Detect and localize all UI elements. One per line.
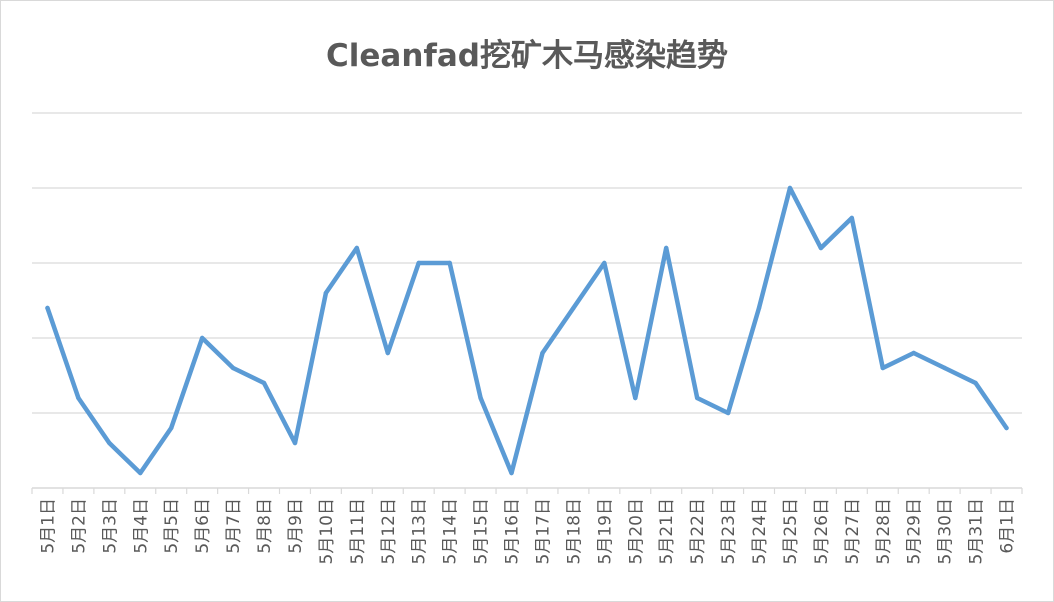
x-tick-label: 5月16日 xyxy=(503,498,523,564)
x-tick-label: 5月22日 xyxy=(688,498,708,564)
x-tick-label: 5月25日 xyxy=(781,498,801,564)
data-point xyxy=(354,245,360,251)
data-point xyxy=(756,305,762,311)
data-point xyxy=(169,425,174,431)
x-axis-labels: 5月1日 5月2日 5月3日 5月4日 5月5日 5月6日 5月7日 5月8日 5月9日 5月10… xyxy=(38,498,1017,564)
data-point xyxy=(199,335,205,341)
x-tick-label: 5月29日 xyxy=(905,498,925,564)
series-line-0 xyxy=(45,185,1009,476)
data-point xyxy=(1004,425,1009,431)
data-point xyxy=(138,470,143,476)
data-point xyxy=(973,380,978,386)
x-tick-label: 5月30日 xyxy=(936,498,956,564)
x-tick-label: 5月14日 xyxy=(441,498,461,564)
data-point xyxy=(725,410,731,416)
chart-title: Cleanfad挖矿木马感染趋势 xyxy=(326,38,728,74)
x-tick-label: 6月1日 xyxy=(998,498,1018,554)
data-point xyxy=(942,365,947,371)
x-tick-label: 5月15日 xyxy=(472,498,492,564)
data-point xyxy=(447,260,452,266)
x-tick-label: 5月2日 xyxy=(69,498,89,554)
x-tick-label: 5月31日 xyxy=(967,498,987,564)
data-point xyxy=(261,380,267,386)
data-point xyxy=(664,245,669,251)
x-tick-label: 5月18日 xyxy=(564,498,584,564)
data-point xyxy=(911,350,916,356)
x-tick-label: 5月3日 xyxy=(100,498,120,554)
x-tick-label: 5月5日 xyxy=(162,498,182,554)
x-tick-label: 5月4日 xyxy=(131,498,151,554)
data-point xyxy=(694,395,700,401)
data-point xyxy=(633,395,638,401)
x-tick-label: 5月23日 xyxy=(719,498,739,564)
data-point xyxy=(45,305,50,311)
x-tick-label: 5月17日 xyxy=(533,498,553,564)
x-tick-label: 5月21日 xyxy=(657,498,677,564)
x-tick-label: 5月20日 xyxy=(626,498,646,564)
data-point xyxy=(540,350,545,356)
x-tick-label: 5月10日 xyxy=(317,498,337,564)
data-point xyxy=(787,185,793,191)
gridlines xyxy=(32,112,1022,489)
data-point xyxy=(385,350,390,356)
x-tick-label: 5月19日 xyxy=(595,498,615,564)
x-tick-label: 5月27日 xyxy=(843,498,863,564)
x-tick-label: 5月13日 xyxy=(410,498,430,564)
data-point xyxy=(509,470,514,476)
data-point xyxy=(76,395,81,401)
data-point xyxy=(849,215,855,221)
x-axis-ticks xyxy=(31,488,1023,494)
x-tick-label: 5月12日 xyxy=(379,498,399,564)
x-tick-label: 5月24日 xyxy=(750,498,770,564)
data-point xyxy=(818,245,824,251)
x-tick-label: 5月9日 xyxy=(286,498,306,554)
data-point xyxy=(602,260,607,266)
data-point xyxy=(880,365,885,371)
data-point xyxy=(478,395,483,401)
series-layer xyxy=(45,185,1009,476)
x-tick-label: 5月6日 xyxy=(193,498,213,554)
x-tick-label: 5月28日 xyxy=(874,498,894,564)
x-tick-label: 5月7日 xyxy=(224,498,244,554)
x-tick-label: 5月26日 xyxy=(812,498,832,564)
data-point xyxy=(323,290,329,296)
x-tick-label: 5月8日 xyxy=(255,498,275,554)
data-point xyxy=(230,365,236,371)
data-point xyxy=(292,440,298,446)
x-tick-label: 5月11日 xyxy=(348,498,368,564)
data-point xyxy=(107,440,112,446)
data-point xyxy=(416,260,421,266)
data-point xyxy=(571,305,576,311)
x-tick-label: 5月1日 xyxy=(38,498,58,554)
